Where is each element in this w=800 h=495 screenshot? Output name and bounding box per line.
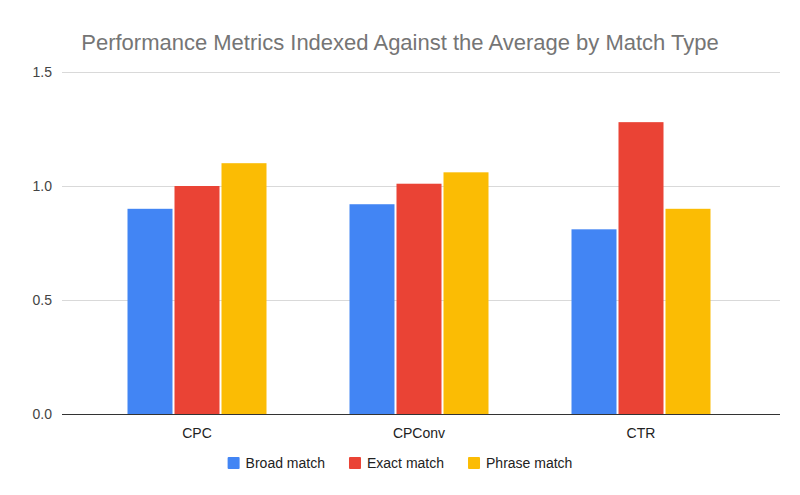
y-tick-label: 0.5	[33, 292, 53, 308]
bar	[350, 204, 395, 414]
bar	[397, 184, 442, 414]
legend-label: Phrase match	[486, 455, 572, 471]
bar	[572, 229, 617, 414]
legend-swatch	[468, 457, 480, 469]
legend: Broad match Exact match Phrase match	[228, 455, 573, 471]
chart-container: Performance Metrics Indexed Against the …	[0, 0, 800, 495]
legend-swatch	[349, 457, 361, 469]
legend-label: Exact match	[367, 455, 444, 471]
bar	[128, 209, 173, 414]
y-tick-label: 0.0	[33, 406, 53, 422]
legend-label: Broad match	[246, 455, 325, 471]
y-tick-label: 1.0	[33, 178, 53, 194]
bar	[666, 209, 711, 414]
chart-title: Performance Metrics Indexed Against the …	[81, 30, 719, 55]
bar	[444, 172, 489, 414]
x-tick-label: CTR	[627, 425, 656, 441]
bar	[222, 163, 267, 414]
bar	[619, 122, 664, 414]
bar	[175, 186, 220, 414]
bars	[128, 122, 711, 414]
x-tick-label: CPConv	[393, 425, 445, 441]
x-axis-line	[62, 414, 780, 415]
chart-svg: Performance Metrics Indexed Against the …	[0, 0, 800, 495]
y-tick-label: 1.5	[33, 64, 53, 80]
grid-line	[62, 72, 780, 73]
legend-swatch	[228, 457, 240, 469]
grid-line	[62, 414, 780, 415]
x-tick-label: CPC	[182, 425, 212, 441]
